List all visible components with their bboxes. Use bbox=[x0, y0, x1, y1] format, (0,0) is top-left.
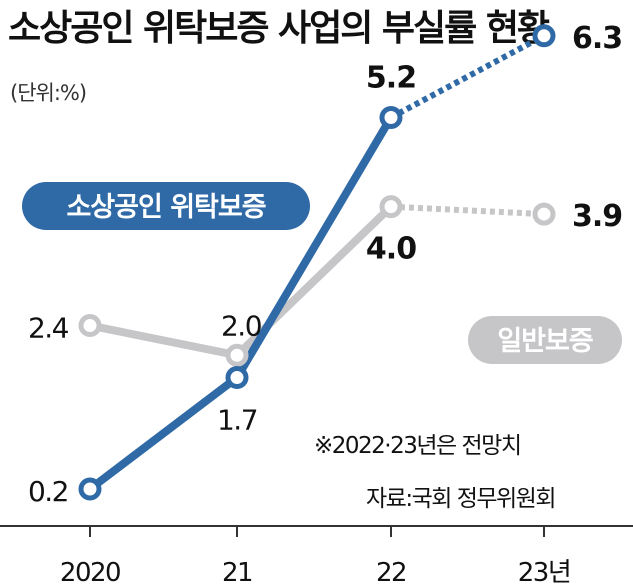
primary-series-segment bbox=[233, 115, 395, 380]
primary-data-label: 5.2 bbox=[366, 61, 416, 96]
secondary-series-marker bbox=[225, 343, 249, 367]
secondary-data-label: 2.0 bbox=[221, 309, 261, 342]
unit-label: (단위:%) bbox=[10, 81, 86, 105]
primary-series-segment bbox=[389, 33, 546, 121]
primary-series-marker bbox=[379, 106, 403, 129]
secondary-series-marker bbox=[532, 202, 556, 226]
primary-series-marker bbox=[78, 477, 102, 501]
chart-title: 소상공인 위탁보증 사업의 부실률 현황 bbox=[8, 8, 550, 49]
primary-data-label: 1.7 bbox=[217, 404, 257, 437]
primary-data-label: 6.3 bbox=[572, 21, 622, 56]
secondary-series-segment bbox=[390, 203, 545, 218]
x-tick-label: 22 bbox=[376, 558, 406, 586]
x-tick-label: 23년 bbox=[518, 558, 571, 586]
secondary-series-marker bbox=[78, 314, 102, 338]
source-note: 자료:국회 정무위원회 bbox=[366, 486, 555, 512]
legend-label-primary: 소상공인 위탁보증 bbox=[66, 192, 265, 223]
x-tick-label: 21 bbox=[222, 558, 252, 586]
x-tick-label: 2020 bbox=[60, 558, 120, 586]
secondary-data-label: 3.9 bbox=[572, 199, 622, 234]
secondary-data-label: 2.4 bbox=[28, 312, 69, 345]
secondary-data-label: 4.0 bbox=[366, 232, 416, 267]
legend-pill-primary: 소상공인 위탁보증 bbox=[22, 182, 310, 230]
secondary-series-segment bbox=[89, 321, 238, 360]
primary-series-marker bbox=[532, 24, 556, 48]
secondary-series-marker bbox=[379, 195, 403, 219]
forecast-note: ※2022·23년은 전망치 bbox=[314, 433, 521, 459]
primary-data-label: 0.2 bbox=[28, 475, 68, 508]
legend-pill-secondary: 일반보증 bbox=[468, 316, 622, 364]
legend-label-secondary: 일반보증 bbox=[497, 326, 593, 357]
primary-series-marker bbox=[225, 366, 249, 390]
primary-series-segment bbox=[87, 374, 240, 493]
